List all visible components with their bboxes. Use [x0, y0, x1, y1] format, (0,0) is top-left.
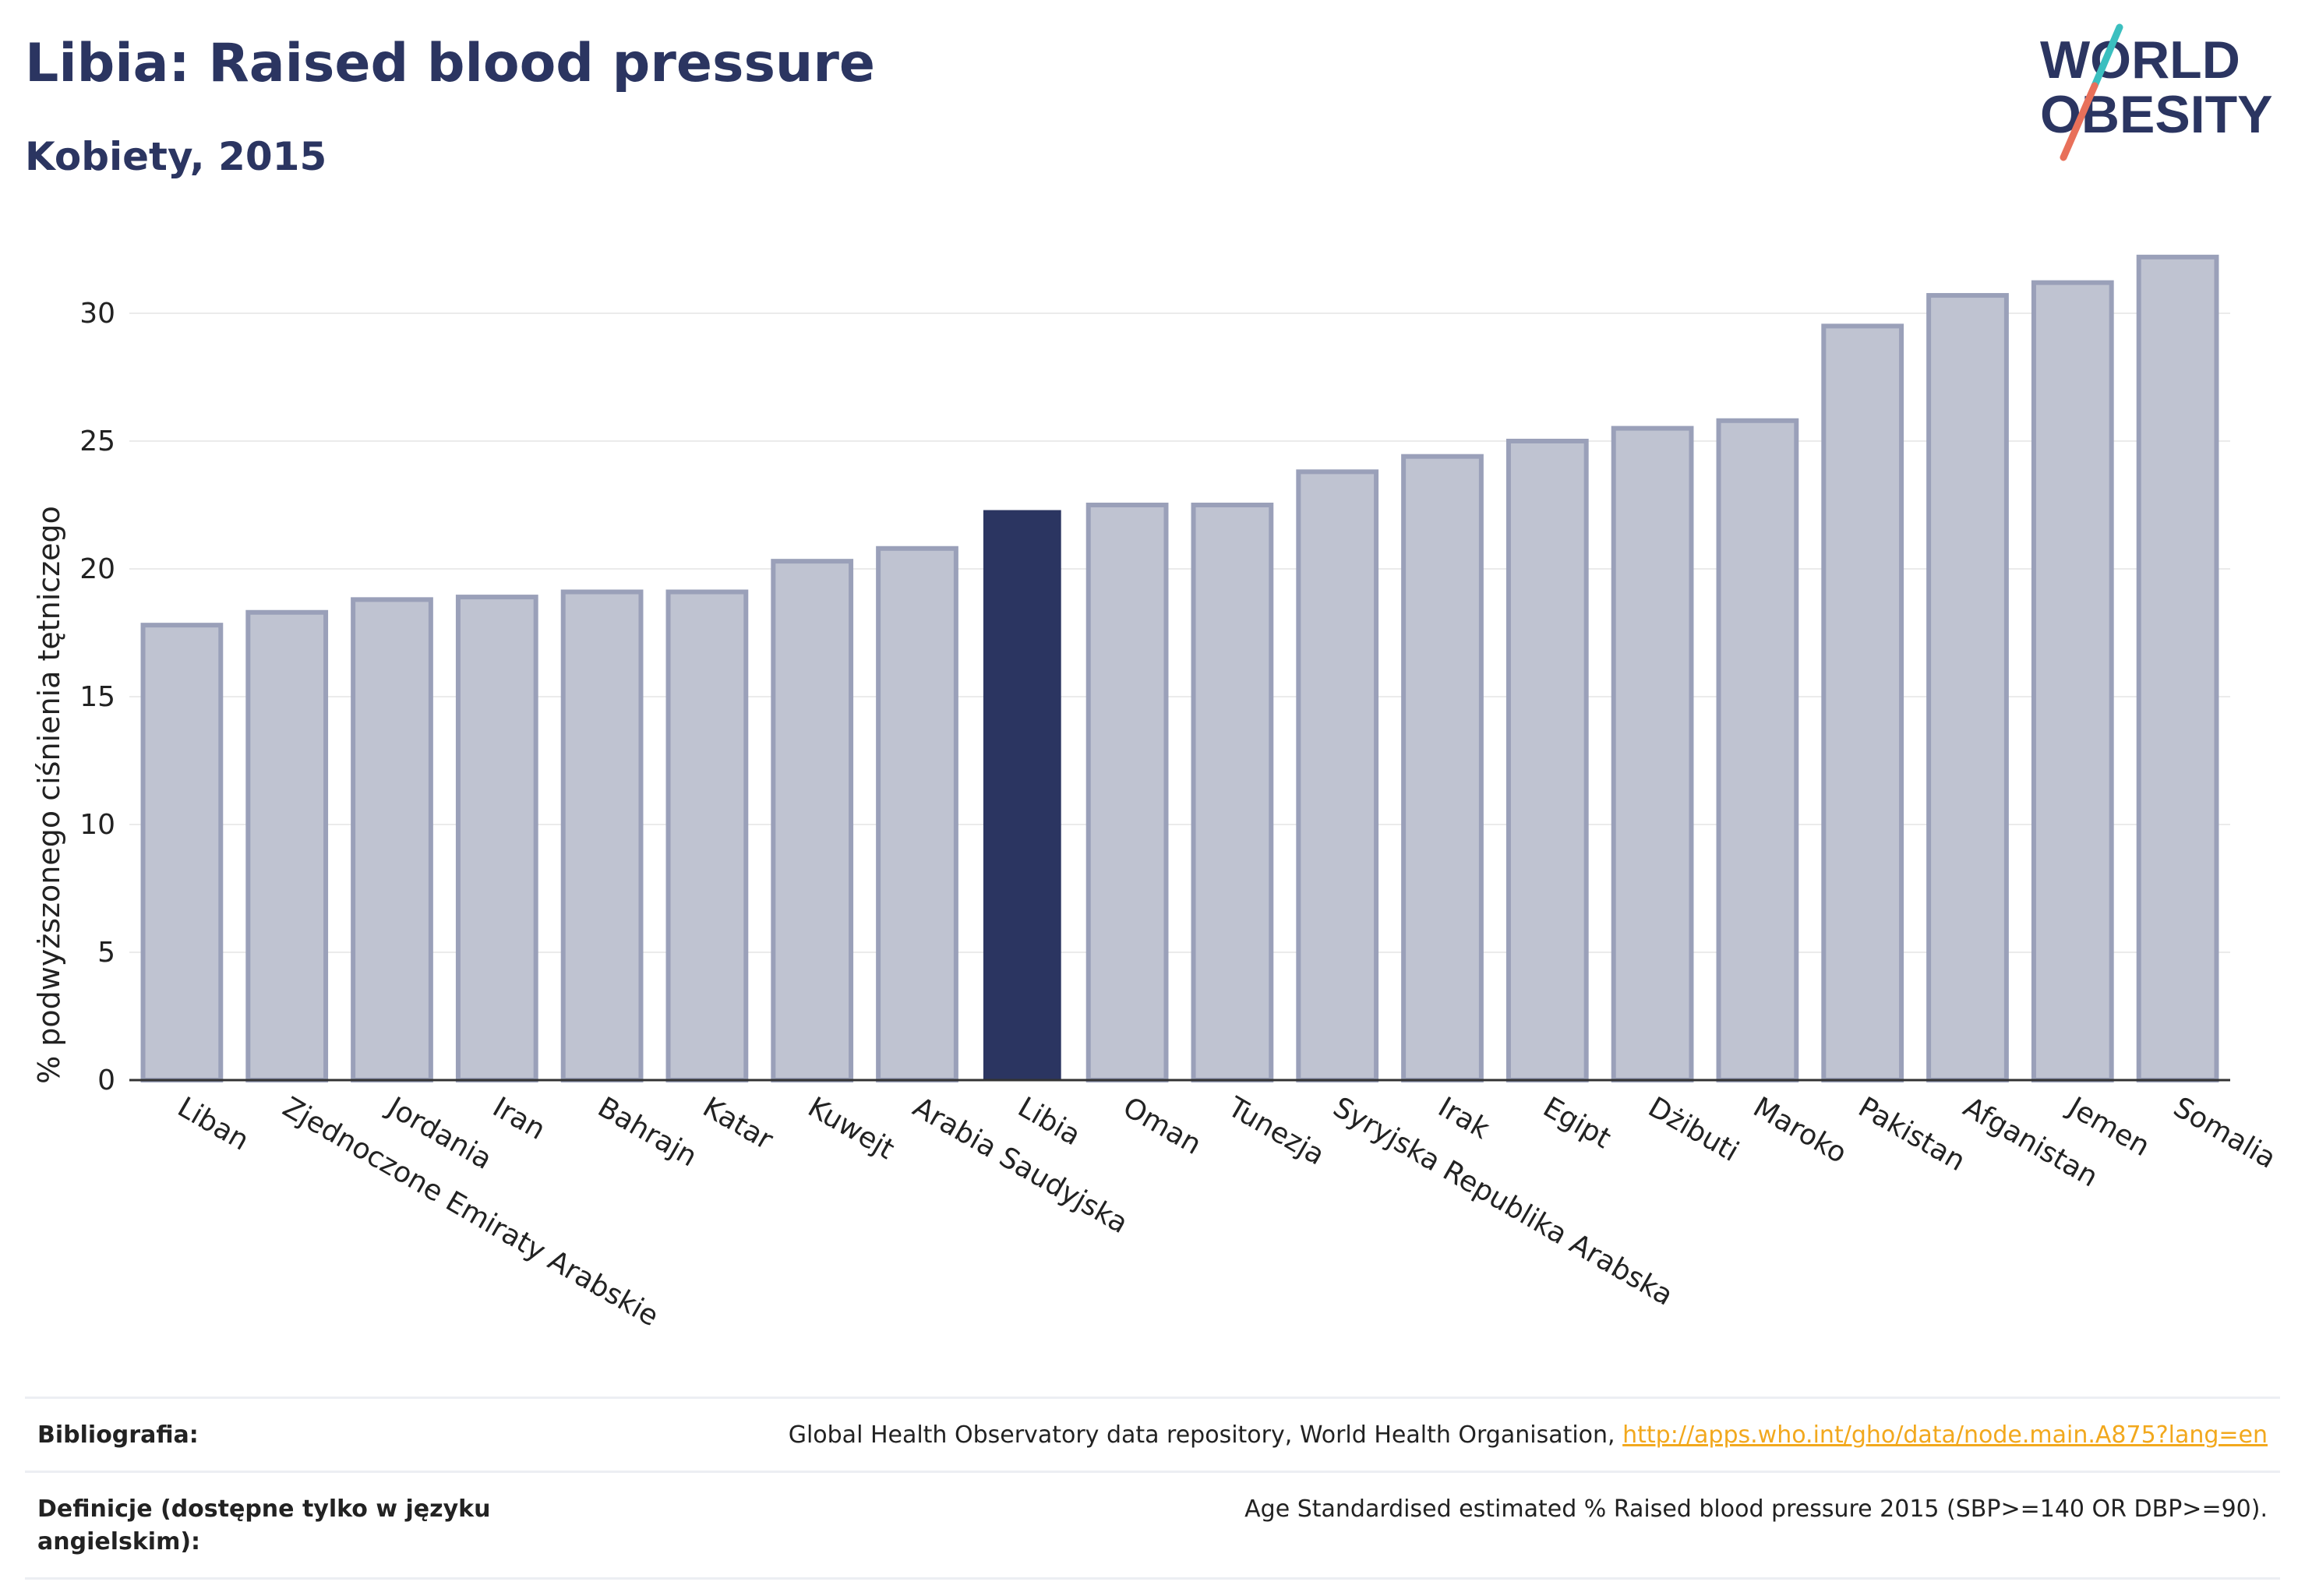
bar-0[interactable]	[140, 623, 224, 1082]
x-tick-label: Bahrajn	[592, 1091, 702, 1173]
x-tick-label: Syryjska Republika Arabska	[1328, 1091, 1678, 1312]
bar-9[interactable]	[1085, 503, 1169, 1082]
definitions-row: Definicje (dostępne tylko w języku angie…	[25, 1471, 2280, 1580]
definitions-value: Age Standardised estimated % Raised bloo…	[1244, 1495, 2268, 1523]
bibliography-row: Bibliografia: Global Health Observatory …	[25, 1396, 2280, 1471]
bibliography-link[interactable]: http://apps.who.int/gho/data/node.main.A…	[1622, 1421, 2268, 1449]
y-tick-label: 20	[79, 553, 115, 585]
bar-2[interactable]	[351, 597, 433, 1082]
bar-5[interactable]	[665, 589, 749, 1082]
bar-17[interactable]	[1926, 293, 2009, 1083]
x-tick-label: Iran	[487, 1091, 550, 1146]
bibliography-value: Global Health Observatory data repositor…	[789, 1419, 2268, 1452]
bar-6[interactable]	[771, 559, 854, 1082]
logo-line-1: WORLD	[2040, 30, 2240, 90]
y-axis-label: % podwyższonego ciśnienia tętniczego	[32, 506, 66, 1084]
x-tick-label: Somalia	[2168, 1091, 2281, 1175]
bar-19[interactable]	[2136, 254, 2219, 1083]
x-tick-label: Zjednoczone Emiraty Arabskie	[277, 1091, 664, 1333]
x-tick-label: Tunezja	[1222, 1091, 1330, 1172]
sources-table: Bibliografia: Global Health Observatory …	[25, 1396, 2280, 1580]
bar-15[interactable]	[1716, 418, 1799, 1082]
bar-chart: 0 5 10 15 20 25 30 Liban Zjednoczone Emiraty Ara…	[32, 254, 2281, 1333]
y-tick-label: 10	[79, 809, 115, 841]
x-tick-label: Irak	[1433, 1091, 1495, 1146]
bar-8[interactable]	[983, 510, 1061, 1080]
bar-12[interactable]	[1401, 454, 1484, 1082]
grid-lines	[129, 312, 2230, 953]
bar-4[interactable]	[560, 589, 644, 1082]
bar-16[interactable]	[1821, 323, 1904, 1082]
bar-14[interactable]	[1611, 425, 1694, 1082]
y-tick-label: 0	[97, 1065, 115, 1096]
bibliography-label: Bibliografia:	[37, 1421, 199, 1449]
x-tick-label: Oman	[1117, 1091, 1206, 1161]
y-tick-label: 25	[79, 425, 115, 457]
x-tick-label: Libia	[1012, 1091, 1085, 1152]
x-tick-label: Egipt	[1537, 1091, 1616, 1155]
y-tick-label: 15	[79, 681, 115, 713]
x-tick-label: Maroko	[1748, 1091, 1852, 1170]
bar-18[interactable]	[2031, 280, 2114, 1082]
y-tick-label: 30	[79, 298, 115, 330]
bibliography-text: Global Health Observatory data repositor…	[788, 1421, 1615, 1449]
x-tick-label: Kuwejt	[803, 1091, 900, 1166]
logo-slash-red	[2060, 82, 2099, 161]
bars	[140, 254, 2219, 1083]
definitions-label: Definicje (dostępne tylko w języku angie…	[37, 1495, 491, 1555]
logo-slash-teal	[2091, 23, 2123, 90]
world-obesity-logo[interactable]: WORLD OBESITY	[2026, 23, 2291, 164]
x-tick-label: Liban	[172, 1091, 254, 1156]
bar-13[interactable]	[1505, 439, 1589, 1082]
bar-7[interactable]	[876, 546, 958, 1082]
bar-3[interactable]	[455, 595, 538, 1082]
chart-subtitle: Kobiety, 2015	[25, 134, 327, 179]
bar-10[interactable]	[1191, 503, 1274, 1082]
bar-11[interactable]	[1296, 469, 1379, 1082]
chart-title: Libia: Raised blood pressure	[25, 33, 875, 94]
bar-1[interactable]	[245, 609, 329, 1082]
x-tick-label: Dżibuti	[1643, 1091, 1744, 1168]
y-tick-label: 5	[97, 937, 115, 969]
x-tick-label: Pakistan	[1853, 1091, 1971, 1178]
x-tick-label: Katar	[697, 1091, 778, 1156]
